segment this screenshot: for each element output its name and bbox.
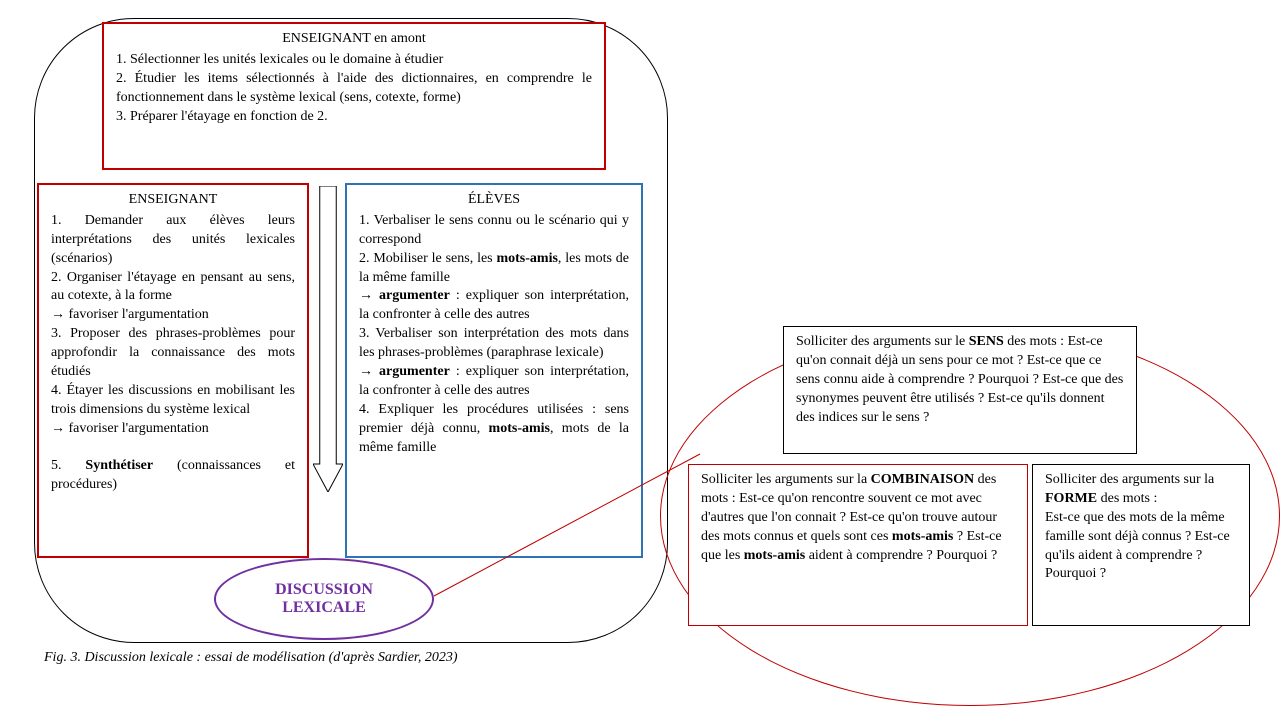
box-sens-body: Solliciter des arguments sur le SENS des… — [796, 333, 1124, 427]
discussion-lexicale-label: DISCUSSIONLEXICALE — [214, 558, 434, 640]
box-top-title: ENSEIGNANT en amont — [116, 30, 592, 49]
box-enseignant: ENSEIGNANT 1. Demander aux élèves leurs … — [37, 183, 309, 558]
box-sens: Solliciter des arguments sur le SENS des… — [783, 326, 1137, 454]
discussion-lexicale-text: DISCUSSIONLEXICALE — [275, 581, 373, 617]
box-right-title: ÉLÈVES — [359, 191, 629, 210]
box-combinaison: Solliciter les arguments sur la COMBINAI… — [688, 464, 1028, 626]
figure-caption: Fig. 3. Discussion lexicale : essai de m… — [44, 650, 457, 666]
box-enseignant-amont: ENSEIGNANT en amont 1. Sélectionner les … — [102, 22, 606, 170]
box-right-body: 1. Verbaliser le sens connu ou le scénar… — [359, 212, 629, 458]
box-forme: Solliciter des arguments sur la FORME de… — [1032, 464, 1250, 626]
box-left-body: 1. Demander aux élèves leurs interprétat… — [51, 212, 295, 495]
box-combi-body: Solliciter les arguments sur la COMBINAI… — [701, 471, 1015, 565]
box-forme-body: Solliciter des arguments sur la FORME de… — [1045, 471, 1237, 584]
box-left-title: ENSEIGNANT — [51, 191, 295, 210]
box-eleves: ÉLÈVES 1. Verbaliser le sens connu ou le… — [345, 183, 643, 558]
box-top-body: 1. Sélectionner les unités lexicales ou … — [116, 51, 592, 127]
down-arrow-icon — [313, 186, 343, 492]
